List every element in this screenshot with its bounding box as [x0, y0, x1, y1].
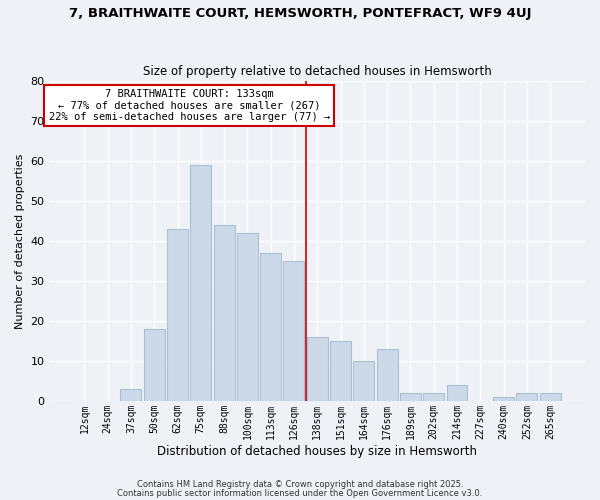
Bar [214, 225, 235, 401]
Bar [237, 233, 258, 401]
Bar [493, 397, 514, 401]
Bar [517, 393, 538, 401]
Text: Contains public sector information licensed under the Open Government Licence v3: Contains public sector information licen… [118, 490, 482, 498]
Text: Contains HM Land Registry data © Crown copyright and database right 2025.: Contains HM Land Registry data © Crown c… [137, 480, 463, 489]
Bar [190, 165, 211, 401]
X-axis label: Distribution of detached houses by size in Hemsworth: Distribution of detached houses by size … [157, 444, 477, 458]
Bar [353, 361, 374, 401]
Bar [377, 349, 398, 401]
Title: Size of property relative to detached houses in Hemsworth: Size of property relative to detached ho… [143, 66, 491, 78]
Bar [121, 389, 142, 401]
Text: 7 BRAITHWAITE COURT: 133sqm
← 77% of detached houses are smaller (267)
22% of se: 7 BRAITHWAITE COURT: 133sqm ← 77% of det… [49, 89, 330, 122]
Bar [330, 341, 351, 401]
Y-axis label: Number of detached properties: Number of detached properties [15, 154, 25, 328]
Bar [539, 393, 560, 401]
Bar [144, 329, 165, 401]
Bar [446, 385, 467, 401]
Bar [423, 393, 444, 401]
Bar [283, 261, 304, 401]
Text: 7, BRAITHWAITE COURT, HEMSWORTH, PONTEFRACT, WF9 4UJ: 7, BRAITHWAITE COURT, HEMSWORTH, PONTEFR… [69, 8, 531, 20]
Bar [400, 393, 421, 401]
Bar [307, 337, 328, 401]
Bar [260, 253, 281, 401]
Bar [167, 229, 188, 401]
